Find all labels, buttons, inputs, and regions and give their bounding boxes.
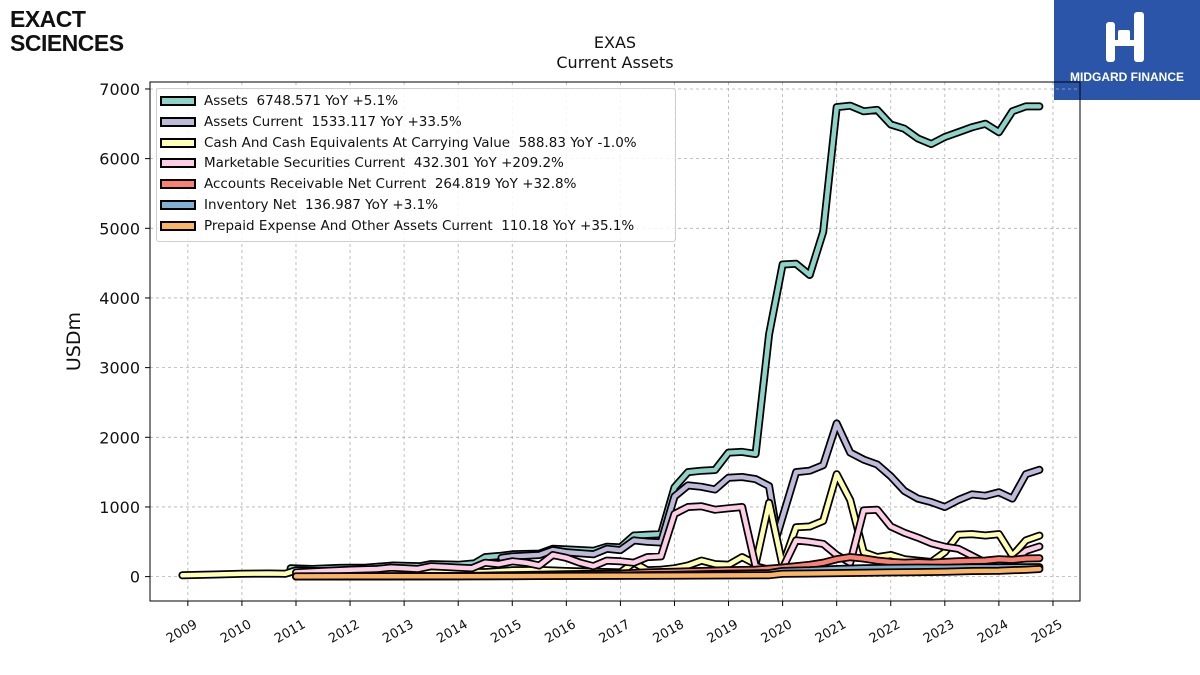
legend-label: Prepaid Expense And Other Assets Current… bbox=[204, 217, 635, 234]
chart-subtitle: Current Assets bbox=[556, 53, 674, 72]
y-tick-label: 0 bbox=[130, 568, 140, 587]
y-tick-label: 6000 bbox=[99, 150, 140, 169]
y-tick-label: 7000 bbox=[99, 80, 140, 99]
plot-frame bbox=[149, 81, 1081, 602]
series-3 bbox=[292, 502, 1044, 577]
series-layer bbox=[178, 101, 1044, 581]
x-axis-ticks: 2009 2010 2011 2012 2013 2014 2015 2016 2017 2018… bbox=[164, 601, 1065, 647]
x-tick-label: 2013 bbox=[380, 617, 416, 647]
legend-swatch bbox=[160, 179, 196, 190]
chart-title: EXAS bbox=[593, 33, 637, 52]
series-line bbox=[293, 566, 1042, 579]
x-tick-label: 2019 bbox=[705, 617, 741, 647]
legend-label: Assets 6748.571 YoY +5.1% bbox=[204, 93, 399, 109]
y-axis-ticks: 0 1000 2000 3000 4000 5000 6000 7000 bbox=[99, 80, 150, 587]
x-tick-label: 2017 bbox=[597, 617, 633, 647]
x-tick-label: 2011 bbox=[272, 617, 308, 647]
y-tick-label: 5000 bbox=[99, 219, 140, 238]
legend-swatch bbox=[160, 96, 196, 106]
logo-line-2: SCIENCES bbox=[10, 30, 124, 56]
x-tick-label: 2010 bbox=[218, 617, 254, 647]
legend-swatch bbox=[160, 200, 196, 210]
x-tick-label: 2020 bbox=[759, 617, 795, 647]
legend-label: Cash And Cash Equivalents At Carrying Va… bbox=[204, 134, 637, 151]
y-tick-label: 1000 bbox=[99, 498, 140, 517]
exact-sciences-logo: EXACT SCIENCES bbox=[10, 8, 124, 55]
legend-item: Inventory Net 136.987 YoY +3.1% bbox=[160, 195, 438, 215]
legend-label: Inventory Net 136.987 YoY +3.1% bbox=[204, 197, 439, 213]
x-tick-label: 2018 bbox=[651, 617, 687, 647]
legend-swatch bbox=[160, 137, 196, 148]
grid-lines bbox=[150, 82, 1080, 601]
legend-label: Accounts Receivable Net Current 264.819 … bbox=[204, 176, 577, 193]
midgard-emblem-icon bbox=[1106, 12, 1144, 62]
midgard-finance-logo: MIDGARD FINANCE bbox=[1054, 0, 1200, 100]
y-tick-label: 2000 bbox=[99, 428, 140, 447]
x-tick-label: 2023 bbox=[921, 617, 957, 647]
x-tick-label: 2009 bbox=[164, 617, 200, 647]
legend-item: Assets 6748.571 YoY +5.1% bbox=[160, 91, 398, 111]
logo-line-1: EXACT bbox=[10, 6, 86, 32]
legend-label: Assets Current 1533.117 YoY +33.5% bbox=[204, 113, 462, 130]
legend-item: Prepaid Expense And Other Assets Current… bbox=[160, 216, 634, 236]
x-tick-label: 2022 bbox=[867, 617, 903, 647]
legend-item: Assets Current 1533.117 YoY +33.5% bbox=[160, 112, 462, 132]
y-tick-label: 3000 bbox=[99, 359, 140, 378]
x-tick-label: 2015 bbox=[488, 617, 524, 647]
x-tick-label: 2014 bbox=[434, 617, 470, 647]
y-tick-label: 4000 bbox=[99, 289, 140, 308]
x-tick-label: 2016 bbox=[543, 617, 579, 647]
series-line bbox=[293, 504, 1042, 575]
x-tick-label: 2025 bbox=[1029, 617, 1065, 647]
y-axis-label: USDm bbox=[63, 312, 85, 371]
legend-item: Marketable Securities Current 432.301 Yo… bbox=[160, 153, 564, 173]
chart-legend: Assets 6748.571 YoY +5.1% Assets Current … bbox=[156, 88, 676, 242]
series-6 bbox=[292, 565, 1044, 581]
legend-swatch bbox=[160, 158, 196, 169]
x-tick-label: 2024 bbox=[975, 617, 1011, 647]
x-tick-label: 2021 bbox=[813, 617, 849, 647]
legend-label: Marketable Securities Current 432.301 Yo… bbox=[204, 155, 564, 172]
legend-swatch bbox=[160, 116, 196, 127]
legend-swatch bbox=[160, 220, 196, 231]
legend-item: Accounts Receivable Net Current 264.819 … bbox=[160, 174, 576, 194]
midgard-finance-text: MIDGARD FINANCE bbox=[1070, 70, 1184, 84]
x-tick-label: 2012 bbox=[326, 617, 362, 647]
legend-item: Cash And Cash Equivalents At Carrying Va… bbox=[160, 133, 637, 153]
